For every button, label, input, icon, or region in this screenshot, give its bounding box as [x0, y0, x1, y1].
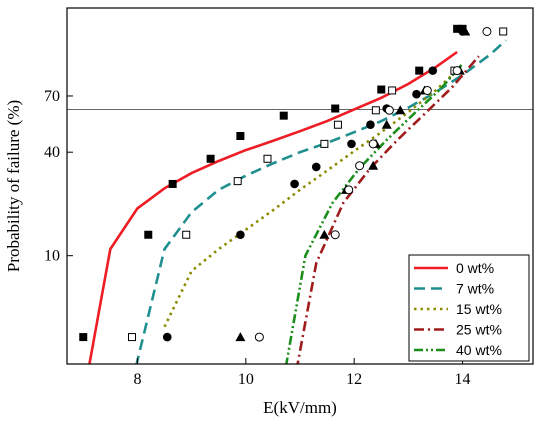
data-point-series-3: [428, 66, 438, 75]
plot-frame: [66, 7, 534, 365]
data-point-series-4: [368, 160, 379, 170]
data-point-series-5: [330, 230, 340, 240]
data-point-series-4: [235, 332, 246, 342]
fit-line-series-1: [88, 50, 458, 364]
data-point-series-5: [254, 332, 264, 342]
data-point-series-2: [371, 106, 380, 115]
data-markers: [79, 24, 508, 342]
data-point-series-2: [333, 120, 342, 129]
data-point-series-3: [162, 332, 172, 342]
data-point-series-2: [499, 27, 508, 36]
data-point-series-2: [263, 154, 272, 163]
data-point-series-5: [452, 66, 462, 76]
y-tick-label: 40: [44, 144, 60, 161]
data-point-series-3: [412, 89, 421, 99]
data-point-series-3: [366, 120, 375, 130]
data-point-series-1: [279, 111, 288, 120]
data-point-series-3: [347, 139, 356, 149]
data-point-series-1: [79, 333, 88, 342]
data-point-series-5: [384, 105, 394, 115]
data-point-series-2: [388, 86, 397, 95]
data-point-series-1: [144, 230, 153, 239]
data-point-series-4: [460, 26, 471, 36]
y-tick-label: 10: [44, 248, 60, 265]
x-axis-title: E(kV/mm): [263, 398, 337, 417]
plot-area: [67, 24, 533, 364]
data-point-series-5: [422, 85, 432, 95]
legend-label-series-4: 25 wt%: [456, 322, 502, 338]
legend-label-series-3: 15 wt%: [456, 301, 502, 317]
data-point-series-1: [206, 154, 215, 163]
x-tick-label: 10: [238, 371, 254, 388]
data-point-series-1: [168, 179, 177, 188]
x-tick-label: 12: [346, 371, 362, 388]
data-point-series-5: [344, 185, 354, 195]
data-point-series-1: [236, 131, 245, 140]
data-point-series-1: [453, 24, 462, 33]
data-point-series-1: [415, 66, 424, 75]
fit-line-series-4: [296, 55, 480, 364]
data-point-series-1: [331, 104, 340, 113]
legend-label-series-1: 0 wt%: [456, 260, 494, 276]
data-point-series-2: [182, 230, 191, 239]
data-point-series-3: [236, 230, 245, 240]
y-axis-title: Probability of failure (%): [4, 100, 23, 272]
x-tick-label: 14: [455, 371, 471, 388]
legend-label-series-2: 7 wt%: [456, 281, 494, 297]
fit-line-series-3: [163, 69, 458, 328]
x-tick-label: 8: [133, 371, 141, 388]
legend: 0 wt% 7 wt% 15 wt% 25 wt% 40 wt%: [408, 254, 530, 362]
data-point-series-2: [320, 139, 329, 148]
data-point-series-4: [395, 105, 406, 115]
data-point-series-3: [311, 162, 321, 172]
legend-label-series-5: 40 wt%: [456, 342, 502, 358]
y-tick-label: 70: [44, 88, 60, 105]
axis-ticks: 8 10 12 14 10 40 70: [44, 88, 471, 388]
data-point-series-3: [290, 179, 299, 189]
data-point-series-5: [355, 161, 365, 171]
data-point-series-2: [233, 177, 242, 186]
data-point-series-4: [319, 229, 330, 239]
data-point-series-1: [377, 85, 386, 94]
data-point-series-2: [128, 333, 137, 342]
data-point-series-5: [482, 26, 492, 36]
data-point-series-4: [381, 119, 392, 129]
fit-curves: [88, 39, 507, 364]
fit-line-series-2: [135, 39, 507, 364]
data-point-series-5: [368, 139, 378, 149]
fit-line-series-5: [285, 62, 464, 364]
